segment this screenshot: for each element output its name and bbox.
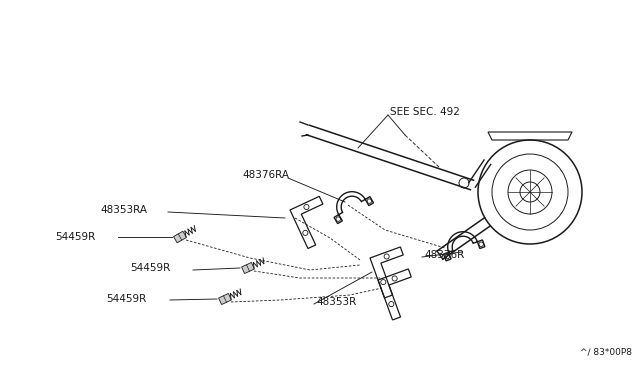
Polygon shape xyxy=(219,294,232,305)
Text: 54459R: 54459R xyxy=(106,294,147,304)
Text: ^∕ 83*00P8: ^∕ 83*00P8 xyxy=(580,347,632,356)
Text: 48353R: 48353R xyxy=(316,297,356,307)
Polygon shape xyxy=(173,231,186,243)
Text: 48353RA: 48353RA xyxy=(100,205,147,215)
Text: 54459R: 54459R xyxy=(55,232,95,242)
Text: 54459R: 54459R xyxy=(130,263,170,273)
Text: 48376RA: 48376RA xyxy=(242,170,289,180)
Polygon shape xyxy=(241,263,255,273)
Text: SEE SEC. 492: SEE SEC. 492 xyxy=(390,107,460,117)
Text: 48376R: 48376R xyxy=(424,250,464,260)
